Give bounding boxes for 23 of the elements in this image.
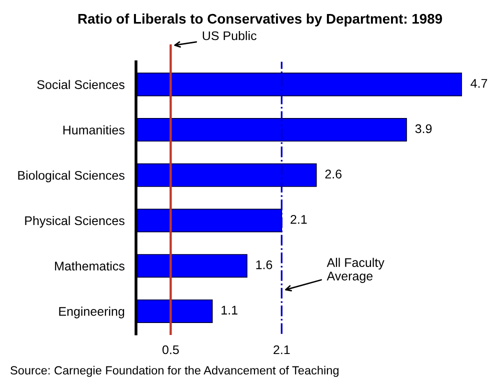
x-tick-label: 0.5 xyxy=(162,345,179,354)
y-tick-label: Mathematics xyxy=(55,261,124,271)
data-label: 1.1 xyxy=(222,306,238,314)
bar xyxy=(136,299,213,323)
data-label: 2.1 xyxy=(290,215,307,224)
y-tick-label: Biological Sciences xyxy=(18,170,124,182)
bar xyxy=(136,254,248,278)
bar xyxy=(136,118,407,142)
source-note: Source: Carnegie Foundation for the Advancement of Teaching xyxy=(10,366,338,377)
y-tick-label: Humanities xyxy=(63,125,124,134)
data-label: 3.9 xyxy=(415,124,432,134)
bar xyxy=(136,163,317,187)
data-label: 1.6 xyxy=(256,260,272,270)
bar xyxy=(136,72,462,96)
data-label: 4.7 xyxy=(470,79,488,88)
bar xyxy=(136,208,282,232)
y-tick-label: Social Sciences xyxy=(37,80,124,90)
ref-line-label: All Faculty Average xyxy=(326,258,384,283)
data-label: 2.6 xyxy=(325,170,342,179)
chart-title: Ratio of Liberals to Conservatives by Department: 1989 xyxy=(78,14,442,26)
y-tick-label: Physical Sciences xyxy=(25,216,124,228)
ref-line-label: US Public xyxy=(202,30,256,40)
y-tick-label: Engineering xyxy=(59,306,124,318)
